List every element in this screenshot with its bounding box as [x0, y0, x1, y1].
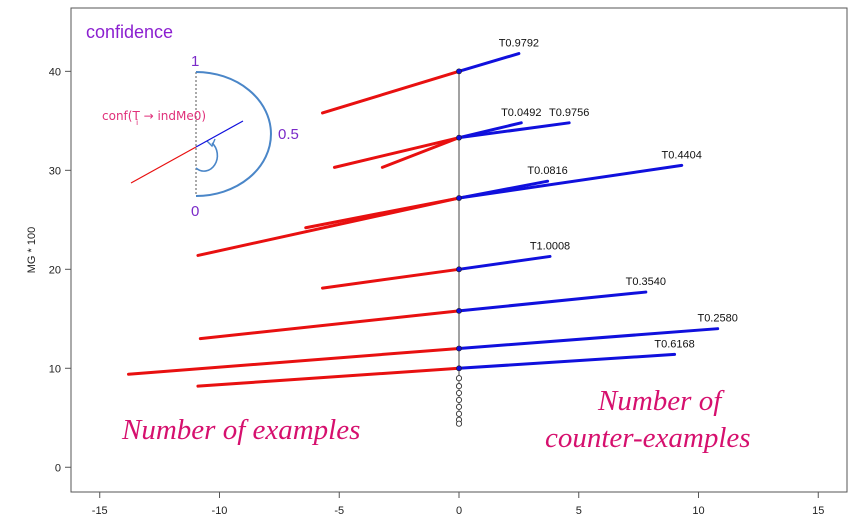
- axis-point-hollow: [455, 389, 463, 397]
- y-axis-label: MG * 100: [26, 227, 38, 273]
- y-tick-label: 0: [55, 462, 61, 474]
- examples-segment: [196, 366, 461, 388]
- axis-point: [456, 307, 462, 314]
- axes: -15 -10 -5 0 5 10 15 0 10 20 30 40: [49, 66, 825, 517]
- examples-segment: [126, 346, 461, 376]
- legend-arc: [195, 71, 272, 197]
- confidence-legend: confidence 1 0.5 0 conf(T → indMe0) i: [86, 22, 299, 220]
- axis-point-hollow: [455, 396, 463, 404]
- x-tick-label: -15: [92, 505, 108, 517]
- axis-point-hollow: [455, 410, 463, 417]
- counter-examples-segment: [457, 290, 648, 313]
- examples-segment: [320, 267, 461, 290]
- examples-segment: [198, 309, 461, 341]
- legend-top-label: 1: [191, 53, 199, 70]
- series-label: T0.9756: [549, 107, 589, 119]
- legend-arrow-icon: [206, 138, 216, 148]
- legend-formula: conf(T → indMe0): [102, 109, 206, 123]
- axis-point-hollow: [455, 420, 463, 427]
- counter-examples-annotation-line1: Number of: [597, 385, 725, 417]
- series-label: T0.6168: [654, 338, 694, 350]
- axis-point: [456, 195, 462, 201]
- legend-blue-ray: [195, 120, 244, 148]
- series-label: T0.4404: [662, 149, 702, 161]
- counter-examples-segment: [457, 163, 684, 200]
- y-tick-label: 30: [49, 165, 61, 177]
- legend-formula-subscript: i: [136, 118, 138, 127]
- x-tick-label: 0: [456, 505, 462, 517]
- legend-mid-label: 0.5: [278, 126, 299, 143]
- axis-point: [456, 365, 462, 372]
- y-tick-label: 40: [49, 66, 61, 78]
- legend-red-ray: [130, 146, 197, 184]
- axis-point-hollow: [455, 375, 463, 382]
- legend-title: confidence: [86, 22, 173, 42]
- series-label: T0.2580: [697, 313, 737, 325]
- axis-point: [456, 266, 462, 273]
- examples-segment: [320, 69, 461, 115]
- examples-segment: [196, 196, 461, 257]
- x-tick-label: 10: [692, 505, 704, 517]
- x-tick-label: -10: [212, 505, 228, 517]
- x-tick-label: 15: [812, 505, 824, 517]
- counter-examples-segment: [457, 327, 720, 350]
- series-label: T0.0816: [527, 165, 567, 177]
- counter-examples-annotation-line2: counter-examples: [545, 422, 751, 454]
- counter-examples-segment: [457, 121, 571, 140]
- series-label: T0.3540: [626, 276, 666, 288]
- x-tick-label: -5: [334, 505, 344, 517]
- series-label: T0.0492: [501, 107, 541, 119]
- axis-point-hollow: [455, 403, 463, 410]
- legend-small-arc: [195, 142, 219, 172]
- examples-annotation: Number of examples: [121, 414, 360, 446]
- series-labels: T0.9792 T0.0492 T0.9756 T0.0816 T0.4404 T1.00…: [499, 38, 738, 351]
- examples-segment: [380, 136, 461, 169]
- axis-point: [456, 345, 462, 352]
- x-tick-label: 5: [576, 505, 582, 517]
- examples-segment: [332, 136, 461, 169]
- rule-segments: [126, 52, 720, 388]
- counter-examples-segment: [457, 52, 521, 73]
- legend-bottom-label: 0: [191, 203, 199, 220]
- series-label: T0.9792: [499, 38, 539, 50]
- y-tick-label: 20: [49, 264, 61, 276]
- axis-point-hollow: [455, 383, 463, 390]
- series-label: T1.0008: [530, 240, 570, 252]
- y-tick-label: 10: [49, 363, 61, 375]
- axis-points: [455, 68, 463, 427]
- axis-point: [456, 134, 462, 141]
- axis-point: [456, 68, 462, 75]
- counter-examples-segment: [457, 254, 552, 271]
- counter-examples-segment: [457, 352, 677, 370]
